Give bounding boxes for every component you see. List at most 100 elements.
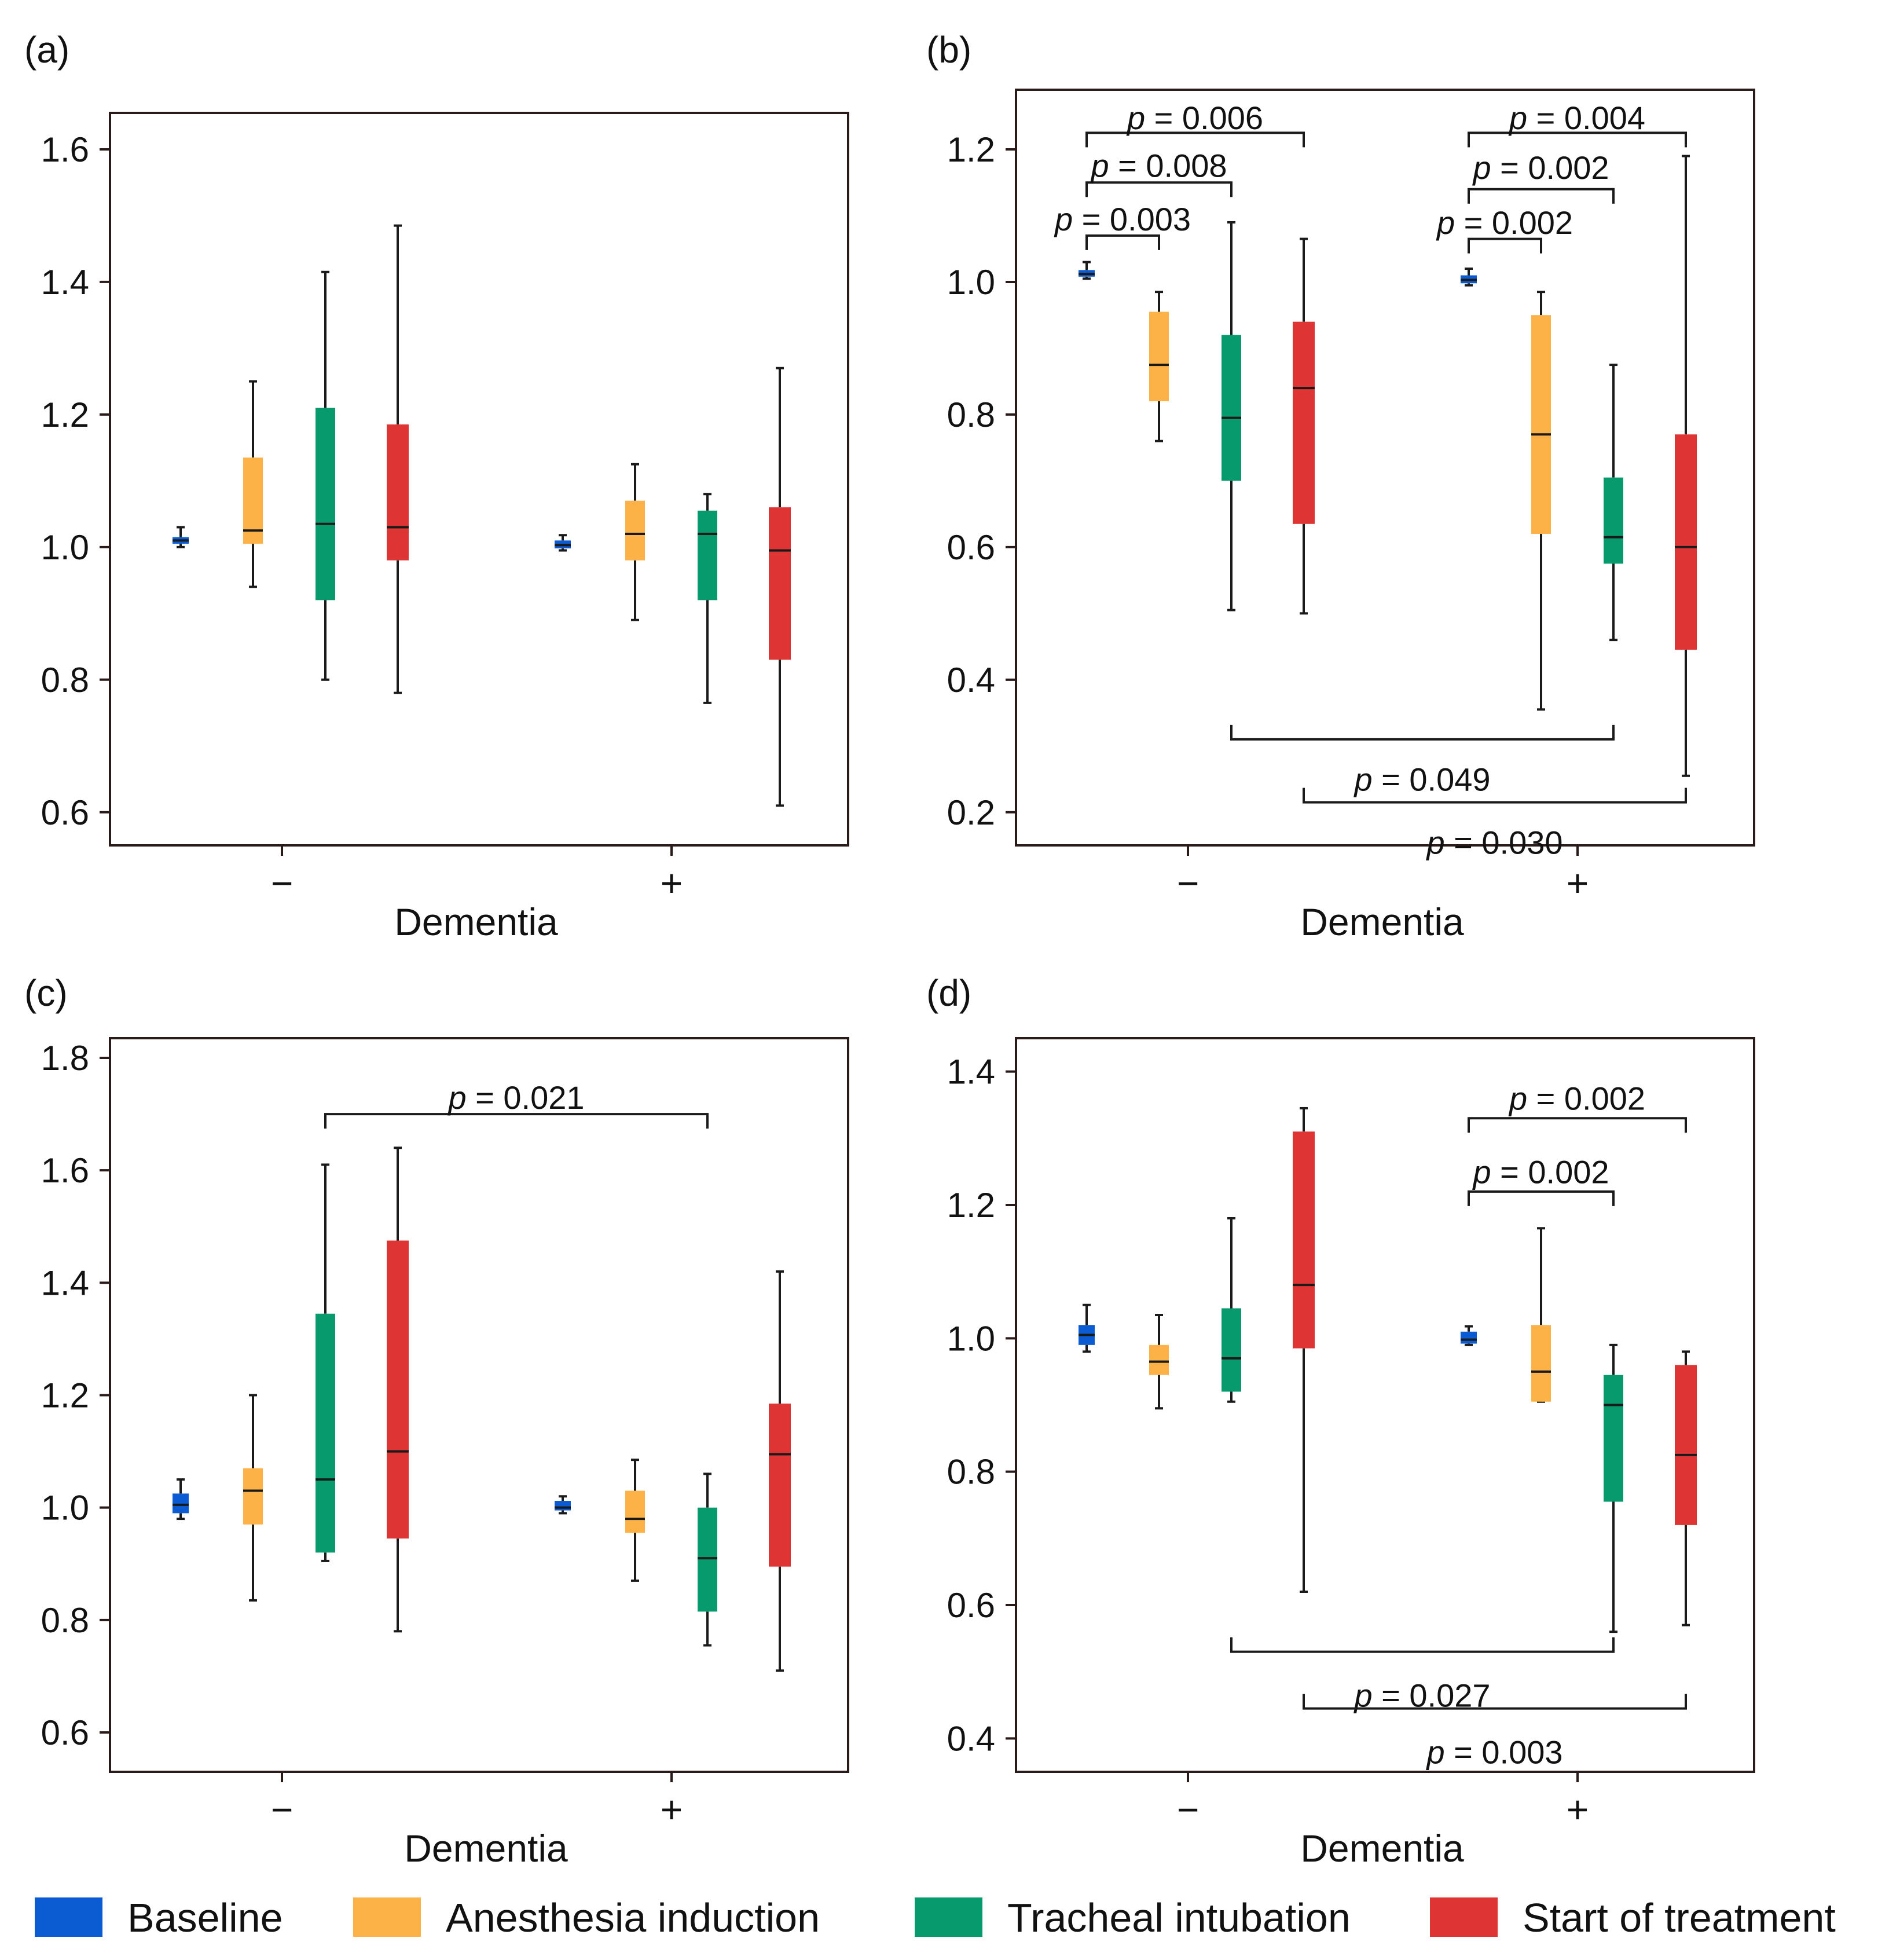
box-iqr	[1222, 335, 1241, 481]
legend-label: Start of treatment	[1523, 1895, 1836, 1940]
y-tick-label: 1.4	[947, 1053, 995, 1091]
box-iqr	[387, 1240, 409, 1539]
legend-swatch	[915, 1897, 982, 1937]
significance-bracket	[1468, 188, 1615, 204]
p-symbol: p	[1054, 201, 1073, 237]
p-value-label: p = 0.002	[1472, 149, 1609, 186]
x-tick-label: −	[1177, 862, 1200, 904]
p-value-label: p = 0.030	[1425, 824, 1562, 860]
panel-label: (d)	[926, 972, 971, 1014]
p-value-label: p = 0.021	[447, 1079, 584, 1116]
box-iqr	[173, 1493, 189, 1514]
legend-item-treatment: Start of treatment	[1430, 1895, 1836, 1940]
x-axis-title: Dementia	[1300, 900, 1464, 943]
y-tick-label: 0.8	[41, 1601, 89, 1640]
panel-a: (a) 0.6 0.8 1.0 1.2 1.4 1.6 − + Dementia	[24, 29, 849, 943]
legend-swatch	[35, 1897, 102, 1937]
y-tick-label: 0.6	[41, 1713, 89, 1752]
p-value-label: p = 0.003	[1054, 201, 1191, 237]
y-tick-label: 0.6	[947, 528, 995, 567]
significance-annotation: p = 0.004	[1468, 100, 1687, 148]
box-iqr	[316, 408, 335, 600]
significance-annotation: p = 0.002	[1468, 149, 1615, 204]
box-treatment	[1675, 1350, 1697, 1626]
p-value-label: p = 0.006	[1126, 100, 1263, 136]
y-tick-label: 0.8	[41, 661, 89, 699]
box-iqr	[555, 1501, 571, 1511]
y-tick-label: 1.2	[41, 395, 89, 434]
legend-item-anesthesia: Anesthesia induction	[353, 1895, 820, 1940]
legend-item-intubation: Tracheal intubation	[915, 1895, 1351, 1940]
significance-bracket	[1468, 237, 1542, 254]
box-intubation	[1222, 221, 1241, 611]
box-baseline	[555, 534, 571, 552]
box-intubation	[698, 1472, 717, 1647]
p-symbol: p	[1425, 1734, 1444, 1770]
box-iqr	[1604, 477, 1623, 564]
box-treatment	[769, 367, 791, 807]
panel-d: (d) 0.4 0.6 0.8 1.0 1.2 1.4 − + Dementia p = 0.002…	[926, 972, 1755, 1870]
significance-bracket	[1085, 234, 1160, 250]
significance-bracket	[1303, 1694, 1687, 1710]
x-tick-label: −	[271, 862, 294, 904]
box-iqr	[1604, 1375, 1623, 1502]
significance-bracket	[1085, 131, 1305, 148]
box-iqr	[698, 510, 717, 600]
y-tick-label: 1.0	[947, 1319, 995, 1358]
y-tick-label: 1.8	[41, 1039, 89, 1078]
plot-frame	[109, 112, 849, 847]
p-value: = 0.002	[1491, 1153, 1609, 1190]
x-tick-label: +	[1567, 862, 1589, 904]
significance-annotation: p = 0.021	[324, 1079, 709, 1129]
box-intubation	[1604, 364, 1623, 642]
p-value: = 0.002	[1491, 149, 1609, 186]
significance-annotation: p = 0.003	[1054, 201, 1191, 250]
plot-frame	[1015, 1037, 1755, 1773]
p-value-label: p = 0.004	[1508, 100, 1645, 136]
box-iqr	[1222, 1308, 1241, 1392]
significance-annotation: p = 0.008	[1085, 148, 1233, 197]
x-tick-label: −	[271, 1788, 294, 1831]
box-iqr	[625, 1490, 645, 1533]
box-anesthesia	[1531, 291, 1551, 711]
box-baseline	[555, 1495, 571, 1515]
p-value: = 0.006	[1145, 100, 1263, 136]
p-value: = 0.002	[1455, 204, 1573, 241]
p-value-label: p = 0.002	[1508, 1080, 1645, 1117]
p-symbol: p	[1436, 204, 1455, 241]
p-value-label: p = 0.002	[1436, 204, 1573, 241]
plot-frame	[1015, 89, 1755, 847]
significance-bracket	[1230, 724, 1615, 741]
significance-annotation: p = 0.006	[1085, 100, 1305, 148]
x-axis-title: Dementia	[1300, 1827, 1464, 1870]
y-tick-label: 0.4	[947, 661, 995, 699]
p-value: = 0.030	[1445, 824, 1563, 860]
box-baseline	[1461, 268, 1477, 287]
p-symbol: p	[1472, 149, 1491, 186]
significance-bracket	[1468, 131, 1687, 148]
box-iqr	[1531, 1325, 1551, 1402]
y-tick-label: 1.0	[947, 263, 995, 302]
box-treatment	[1675, 155, 1697, 777]
significance-bracket	[1468, 1117, 1687, 1133]
legend-label: Baseline	[127, 1895, 283, 1940]
significance-bracket	[1468, 1190, 1615, 1206]
y-tick-label: 1.2	[947, 130, 995, 169]
box-intubation	[316, 270, 335, 681]
legend-label: Tracheal intubation	[1007, 1895, 1351, 1940]
box-baseline	[173, 526, 189, 548]
box-treatment	[387, 1146, 409, 1633]
y-tick-label: 0.2	[947, 793, 995, 832]
p-value-label: p = 0.049	[1353, 761, 1490, 798]
box-baseline	[1079, 261, 1095, 280]
box-intubation	[1222, 1217, 1241, 1403]
y-tick-label: 0.4	[947, 1719, 995, 1758]
y-tick-label: 1.2	[41, 1376, 89, 1415]
x-axis-title: Dementia	[404, 1827, 568, 1870]
box-iqr	[769, 507, 791, 660]
significance-annotation: p = 0.002	[1436, 204, 1573, 254]
y-tick-label: 1.0	[41, 1489, 89, 1527]
significance-bracket	[1303, 787, 1687, 804]
significance-annotation: p = 0.003	[1303, 1694, 1687, 1770]
